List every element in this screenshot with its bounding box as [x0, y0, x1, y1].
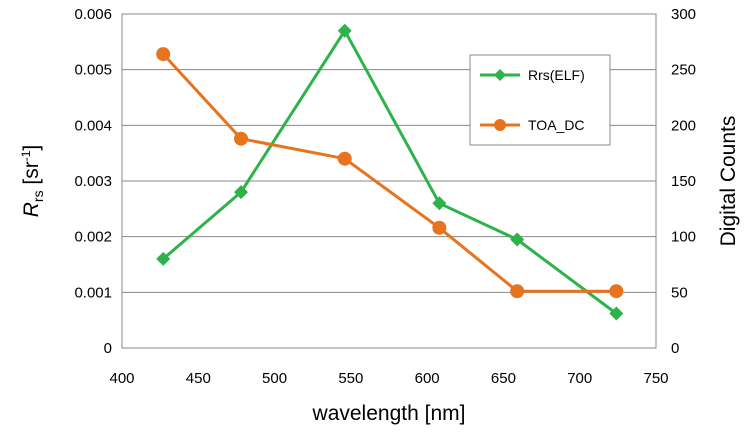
- data-point-rrs-elf: [337, 23, 352, 38]
- y-right-tick-label: 200: [671, 117, 696, 134]
- x-tick-label: 600: [415, 370, 440, 387]
- left-axis-ticks: 0 0.001 0.002 0.003 0.004 0.005 0.006: [74, 6, 112, 357]
- y-right-tick-label: 100: [671, 229, 696, 246]
- y-left-tick-label: 0.005: [74, 62, 112, 79]
- data-point-rrs-elf: [510, 232, 525, 247]
- y-right-axis-title: Digital Counts: [717, 116, 740, 247]
- y-left-title-unit-sup: -1: [19, 150, 33, 161]
- data-point-rrs-elf: [156, 251, 171, 266]
- legend-marker: [494, 119, 506, 131]
- legend-label: Rrs(ELF): [528, 67, 585, 83]
- data-point-toa-dc: [156, 47, 171, 62]
- data-point-toa-dc: [432, 220, 447, 235]
- x-axis-title: wavelength [nm]: [312, 402, 466, 425]
- y-left-title-unit: [sr: [20, 161, 43, 190]
- data-point-rrs-elf: [234, 185, 249, 200]
- x-tick-label: 450: [186, 370, 211, 387]
- x-tick-label: 700: [567, 370, 592, 387]
- data-point-rrs-elf: [609, 306, 624, 321]
- y-right-tick-label: 150: [671, 173, 696, 190]
- legend: Rrs(ELF) TOA_DC: [469, 54, 611, 146]
- x-tick-label: 550: [338, 370, 363, 387]
- data-point-toa-dc: [609, 284, 624, 299]
- data-point-toa-dc: [510, 284, 525, 299]
- right-axis-ticks: 0 50 100 150 200 250 300: [671, 6, 696, 357]
- series-layer: [156, 23, 624, 321]
- y-left-tick-label: 0.003: [74, 173, 112, 190]
- data-point-rrs-elf: [432, 196, 447, 211]
- y-left-tick-label: 0.004: [74, 117, 112, 134]
- x-tick-label: 500: [262, 370, 287, 387]
- x-tick-label: 650: [491, 370, 516, 387]
- legend-label: TOA_DC: [528, 117, 585, 133]
- y-right-tick-label: 50: [671, 284, 688, 301]
- series-line-toa-dc: [162, 53, 617, 293]
- legend-marker: [494, 69, 506, 81]
- series-line-rrs-elf: [162, 29, 618, 315]
- x-tick-label: 750: [643, 370, 668, 387]
- y-left-tick-label: 0.006: [74, 6, 112, 23]
- x-tick-label: 400: [109, 370, 134, 387]
- y-left-tick-label: 0: [104, 340, 112, 357]
- x-axis-ticks: 400 450 500 550 600 650 700 750: [109, 370, 668, 387]
- y-left-tick-label: 0.001: [74, 284, 112, 301]
- y-left-title-main: R: [20, 202, 43, 217]
- y-left-title-unit-close: ]: [20, 145, 43, 151]
- data-point-toa-dc: [234, 131, 249, 146]
- y-left-tick-label: 0.002: [74, 229, 112, 246]
- data-point-toa-dc: [337, 151, 352, 166]
- y-right-tick-label: 300: [671, 6, 696, 23]
- y-right-tick-label: 0: [671, 340, 679, 357]
- plot-frame: [121, 13, 657, 349]
- y-right-tick-label: 250: [671, 62, 696, 79]
- legend-box: [469, 54, 611, 146]
- y-left-title-sub: rs: [30, 190, 46, 202]
- y-left-axis-title: Rrs [sr-1]: [19, 145, 46, 218]
